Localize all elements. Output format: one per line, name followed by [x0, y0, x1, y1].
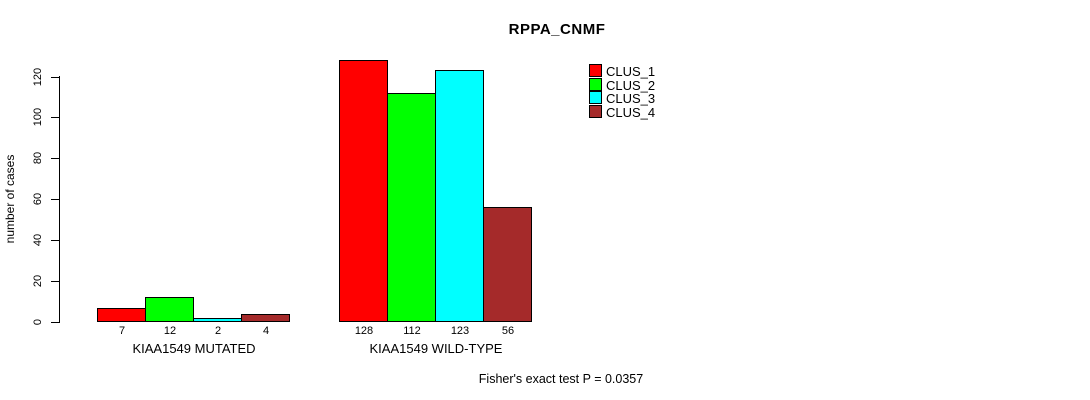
y-axis-tick-label: 40	[32, 234, 44, 247]
legend-label: CLUS_4	[606, 104, 656, 120]
y-axis-tick-label: 120	[32, 67, 44, 86]
y-axis-label: number of cases	[3, 154, 17, 244]
bar	[193, 318, 242, 322]
bar-value-label: 128	[354, 325, 374, 337]
y-axis-tick-label: 20	[32, 274, 44, 288]
y-axis-tick	[51, 158, 59, 160]
bar-value-label: 56	[501, 325, 515, 337]
bar	[435, 70, 484, 322]
bar	[145, 297, 194, 322]
y-axis-tick	[51, 76, 59, 78]
bar-value-label: 4	[262, 325, 270, 337]
y-axis-tick-label: 100	[32, 108, 44, 127]
y-axis-tick-label: 80	[32, 152, 44, 165]
bar-value-label: 2	[214, 325, 222, 337]
y-axis-tick	[51, 117, 59, 119]
bar-value-label: 12	[163, 325, 177, 337]
y-axis-tick	[51, 322, 59, 323]
y-axis	[59, 76, 60, 323]
group-label: KIAA1549 WILD-TYPE	[369, 341, 503, 356]
y-axis-tick-label: 0	[32, 318, 44, 326]
legend-label: CLUS_2	[606, 77, 656, 93]
bar-value-label: 7	[118, 325, 126, 337]
bar	[387, 93, 436, 322]
legend-label: CLUS_3	[606, 91, 656, 107]
y-axis-tick	[51, 240, 59, 242]
legend-swatch	[589, 64, 602, 77]
legend-swatch	[589, 77, 602, 91]
legend-label: CLUS_1	[606, 64, 656, 79]
y-axis-tick-label: 60	[32, 193, 44, 206]
bar-value-label: 112	[403, 325, 421, 337]
chart-title: RPPA_CNMF	[508, 21, 606, 38]
bar	[97, 308, 146, 322]
bar-value-label: 123	[450, 325, 470, 337]
group-label: KIAA1549 MUTATED	[132, 341, 256, 356]
legend-swatch	[589, 104, 602, 118]
p-value-annotation: Fisher's exact test P = 0.0357	[478, 372, 644, 386]
y-axis-tick	[51, 281, 59, 283]
bar	[483, 207, 532, 322]
y-axis-tick	[51, 199, 59, 201]
bar	[339, 60, 388, 322]
legend-swatch	[589, 91, 602, 105]
bar	[241, 314, 290, 322]
